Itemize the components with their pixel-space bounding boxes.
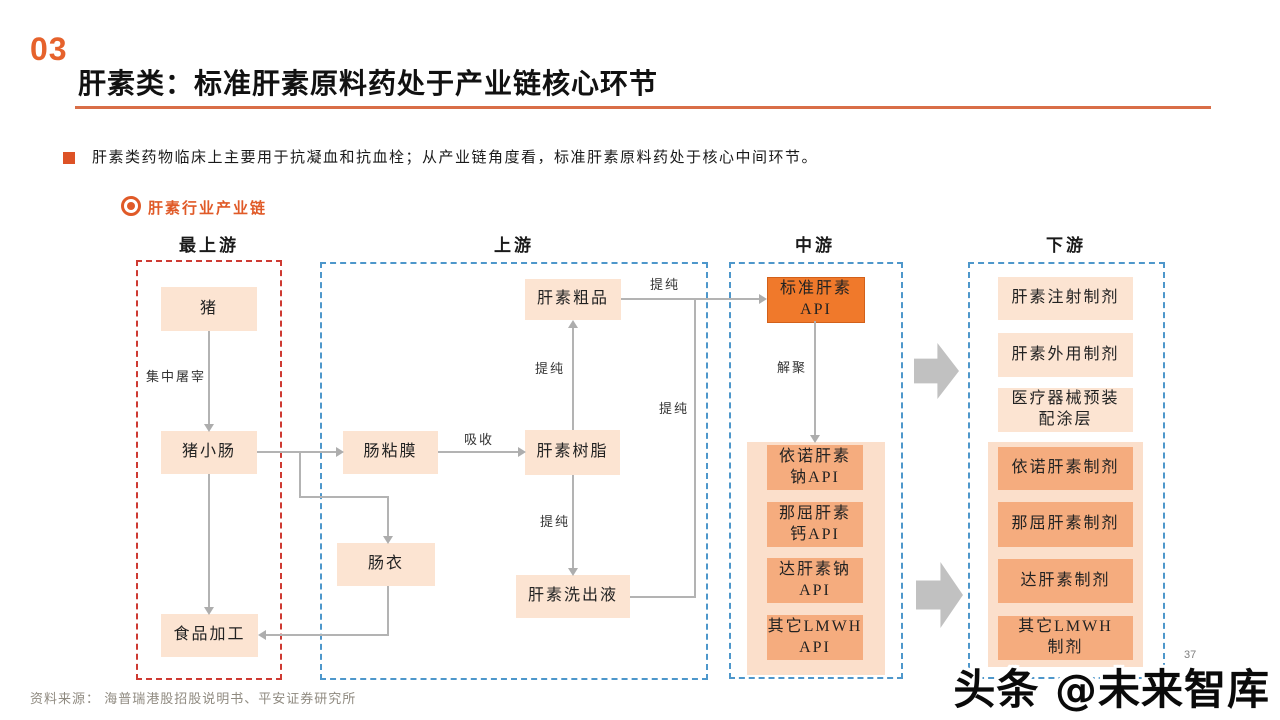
title-underline (75, 106, 1211, 109)
bullet-text: 肝素类药物临床上主要用于抗凝血和抗血栓；从产业链角度看，标准肝素原料药处于核心中… (92, 150, 819, 166)
connector-to-casing (387, 496, 389, 537)
connector-eluate-right (630, 596, 696, 598)
edge-label-slaughter: 集中屠宰 (146, 369, 207, 384)
box-other-lmwh-api: 其它LMWH API (767, 615, 863, 660)
arrowhead-down-icon (810, 435, 820, 443)
big-right-arrow-icon (916, 562, 963, 628)
box-dalteparin-formulation: 达肝素制剂 (998, 559, 1133, 603)
box-dalteparin-api: 达肝素钠 API (767, 558, 863, 603)
arrowhead-right-icon (759, 294, 767, 304)
box-nadroparin-formulation: 那屈肝素制剂 (998, 502, 1133, 547)
arrowhead-down-icon (568, 568, 578, 576)
arrowhead-down-icon (204, 607, 214, 615)
connector-resin-to-eluate (572, 475, 574, 569)
box-heparin-resin: 肝素树脂 (525, 430, 620, 475)
connector-pig-to-intestine (208, 331, 210, 425)
connector-resin-to-crude (572, 327, 574, 430)
edge-label-purify-top: 提纯 (650, 277, 681, 292)
section-number: 03 (30, 31, 68, 67)
edge-label-purify-right: 提纯 (659, 401, 690, 416)
box-pig: 猪 (161, 287, 257, 331)
box-heparin-topical: 肝素外用制剂 (998, 333, 1133, 377)
box-standard-heparin-api: 标准肝素 API (767, 277, 865, 323)
connector-crude-to-api (621, 298, 760, 300)
box-heparin-injection: 肝素注射制剂 (998, 277, 1133, 320)
connector-intestine-to-mucosa (257, 451, 337, 453)
frame-most-upstream (136, 260, 282, 680)
arrowhead-right-icon (518, 447, 526, 457)
frame-upstream (320, 262, 708, 680)
connector-api-to-lmwh (814, 321, 816, 436)
big-right-arrow-icon (914, 343, 959, 399)
box-food-processing: 食品加工 (161, 614, 258, 657)
arrowhead-right-icon (336, 447, 344, 457)
box-casing: 肠衣 (337, 543, 435, 586)
box-enoxaparin-api: 依诺肝素 钠API (767, 445, 863, 490)
watermark: 头条 @未来智库 (953, 665, 1270, 714)
arrowhead-up-icon (568, 320, 578, 328)
box-heparin-eluate: 肝素洗出液 (516, 575, 630, 618)
edge-label-absorb: 吸收 (464, 432, 495, 447)
arrowhead-left-icon (258, 630, 266, 640)
source-note: 资料来源： 海普瑞港股招股说明书、平安证券研究所 (30, 691, 357, 706)
diagram-caption: 肝素行业产业链 (148, 201, 268, 217)
box-device-coating: 医疗器械预装 配涂层 (998, 388, 1133, 432)
box-intestinal-mucosa: 肠粘膜 (343, 431, 438, 474)
target-dot-icon (121, 196, 141, 216)
page-title: 肝素类：标准肝素原料药处于产业链核心环节 (78, 69, 659, 100)
connector-branch-down (299, 452, 301, 498)
box-pig-intestine: 猪小肠 (161, 431, 257, 474)
arrowhead-down-icon (383, 536, 393, 544)
connector-casing-to-food (265, 634, 389, 636)
box-enoxaparin-formulation: 依诺肝素制剂 (998, 447, 1133, 490)
edge-label-depolymerize: 解聚 (777, 360, 808, 375)
box-nadroparin-api: 那屈肝素 钙API (767, 502, 863, 547)
connector-branch-right (299, 496, 389, 498)
edge-label-purify-up: 提纯 (535, 361, 566, 376)
box-crude-heparin: 肝素粗品 (525, 279, 621, 320)
frame-midstream (729, 262, 903, 679)
column-header-midstream: 中游 (795, 236, 835, 255)
connector-casing-down (387, 586, 389, 636)
frame-downstream (968, 262, 1165, 679)
connector-intestine-to-food (208, 474, 210, 608)
column-header-upstream: 上游 (494, 236, 534, 255)
column-header-downstream: 下游 (1046, 236, 1086, 255)
connector-eluate-riser (694, 298, 696, 598)
page-number: 37 (1184, 649, 1197, 661)
bullet-square-icon (63, 152, 75, 164)
box-other-lmwh-formulation: 其它LMWH 制剂 (998, 616, 1133, 660)
column-header-most-upstream: 最上游 (179, 236, 239, 255)
connector-mucosa-to-resin (438, 451, 519, 453)
arrowhead-down-icon (204, 424, 214, 432)
edge-label-purify-down: 提纯 (540, 514, 571, 529)
